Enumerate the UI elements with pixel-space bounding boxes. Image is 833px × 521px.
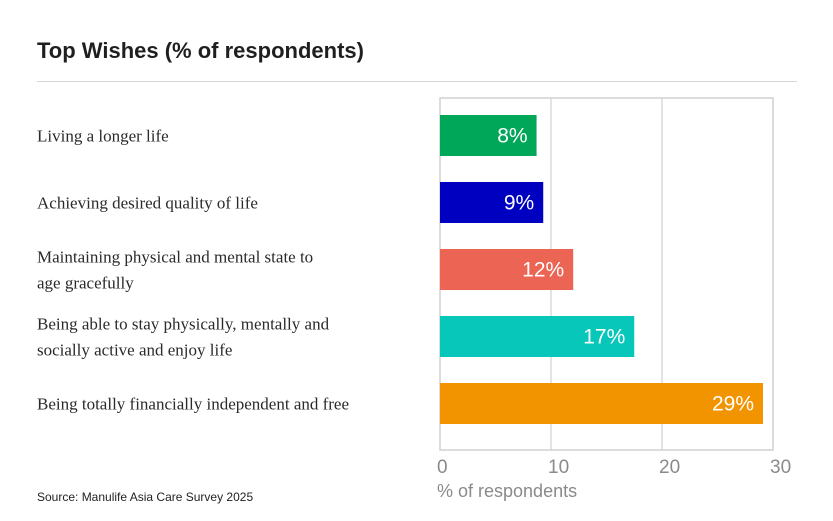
bar	[440, 316, 635, 357]
category-label: Being able to stay physically, mentally …	[37, 315, 330, 334]
bar	[440, 182, 544, 223]
x-tick-label: 10	[548, 457, 569, 478]
data-label: 29%	[712, 393, 754, 416]
category-label: socially active and enjoy life	[37, 341, 232, 360]
category-label: Achieving desired quality of life	[37, 194, 258, 213]
x-tick-label: 30	[770, 457, 791, 478]
x-tick-label: 0	[437, 457, 448, 478]
data-label: 9%	[504, 192, 534, 215]
category-label: Being totally financially independent an…	[37, 395, 349, 414]
data-label: 12%	[522, 259, 564, 282]
x-tick-label: 20	[659, 457, 680, 478]
data-label: 8%	[497, 125, 527, 148]
bar	[440, 115, 537, 156]
chart-title: Top Wishes (% of respondents)	[37, 38, 364, 63]
category-label: Living a longer life	[37, 127, 169, 146]
x-axis-label: % of respondents	[437, 481, 577, 501]
category-label: age gracefully	[37, 274, 134, 293]
data-label: 17%	[583, 326, 625, 349]
title-divider	[37, 81, 797, 82]
category-label: Maintaining physical and mental state to	[37, 248, 313, 267]
bar	[440, 383, 764, 424]
bar	[440, 249, 574, 290]
source-note: Source: Manulife Asia Care Survey 2025	[37, 490, 254, 504]
